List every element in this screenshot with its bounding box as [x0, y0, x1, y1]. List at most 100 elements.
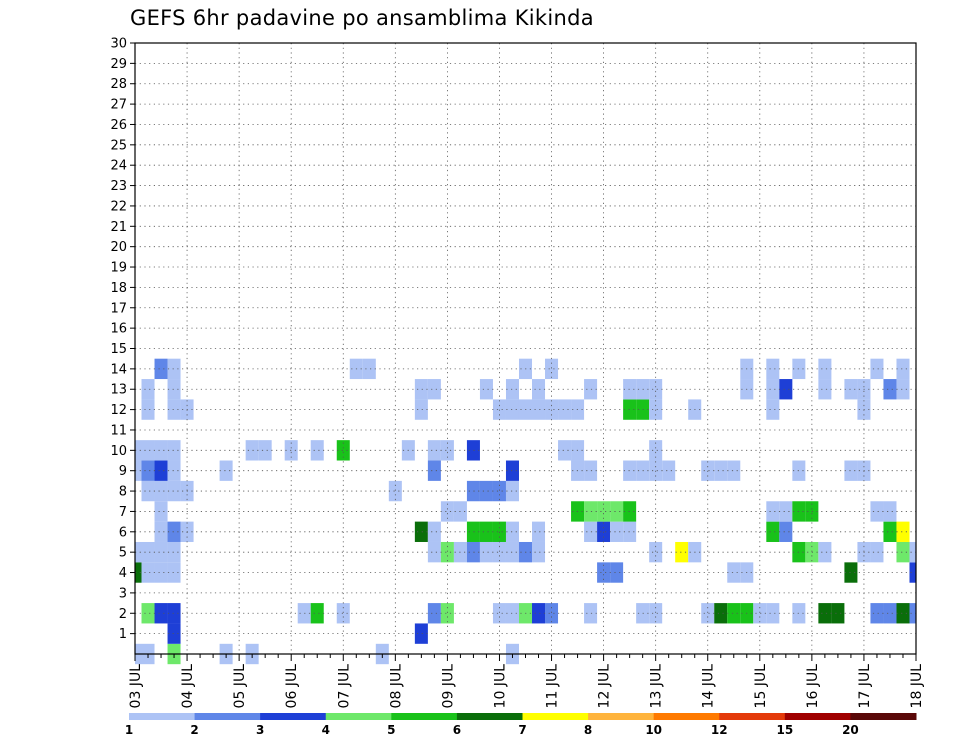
- x-tick-label: 11 JUL: [545, 664, 561, 709]
- heatmap-cell: [779, 501, 793, 522]
- y-tick-label: 21: [110, 220, 127, 235]
- y-tick-label: 23: [110, 179, 127, 194]
- heatmap-cell: [727, 460, 741, 481]
- heatmap-cell: [154, 521, 168, 542]
- x-tick-label: 05 JUL: [232, 664, 248, 709]
- heatmap-cell: [818, 379, 832, 400]
- heatmap-cell: [505, 603, 519, 624]
- heatmap-cell: [310, 603, 324, 624]
- colorbar-swatch: [260, 713, 327, 720]
- y-tick-label: 18: [110, 281, 127, 296]
- heatmap-cell: [492, 541, 506, 563]
- heatmap-cell: [141, 480, 155, 502]
- heatmap-cell: [440, 501, 454, 522]
- heatmap-cell: [479, 379, 493, 400]
- heatmap-cell: [883, 603, 897, 624]
- y-tick-label: 19: [110, 261, 127, 276]
- x-tick-label: 16 JUL: [805, 664, 821, 709]
- heatmap-cell: [766, 521, 780, 542]
- heatmap-cell: [831, 603, 845, 624]
- colorbar-swatch: [653, 713, 720, 720]
- heatmap-cell: [558, 440, 572, 461]
- heatmap-cell: [844, 562, 858, 583]
- x-tick-label: 04 JUL: [180, 664, 196, 709]
- heatmap-cell: [779, 521, 793, 542]
- heatmap-cell: [766, 603, 780, 624]
- y-tick-label: 14: [110, 362, 127, 377]
- heatmap-cell: [427, 521, 441, 542]
- heatmap-cell: [649, 399, 663, 420]
- y-tick-label: 24: [110, 159, 127, 174]
- heatmap-cell: [727, 603, 741, 624]
- y-tick-label: 12: [110, 403, 127, 418]
- heatmap-cell: [662, 460, 676, 481]
- heatmap-cell: [505, 399, 519, 420]
- colorbar: 1 2 3 4 5 6 7 8 10 12 15 20: [125, 713, 917, 737]
- colorbar-swatch: [850, 713, 917, 720]
- colorbar-label: 1: [125, 723, 133, 737]
- heatmap-cell: [883, 501, 897, 522]
- y-tick-label: 6: [119, 525, 127, 540]
- heatmap-cell: [141, 440, 155, 461]
- heatmap-cell: [479, 541, 493, 563]
- colorbar-swatch: [194, 713, 261, 720]
- y-tick-label: 8: [119, 485, 127, 500]
- x-tick-label: 06 JUL: [284, 664, 300, 709]
- heatmap-cell: [649, 440, 663, 461]
- heatmap-cell: [727, 562, 741, 583]
- heatmap-cell: [505, 460, 519, 481]
- y-tick-label: 1: [119, 627, 127, 642]
- heatmap-cell: [414, 379, 428, 400]
- colorbar-label: 2: [190, 723, 198, 737]
- heatmap-cell: [154, 501, 168, 522]
- colorbar-label: 20: [842, 723, 859, 737]
- heatmap-cell: [844, 379, 858, 400]
- colorbar-swatch: [456, 713, 523, 720]
- heatmap-cell: [167, 603, 181, 624]
- heatmap-cell: [440, 541, 454, 563]
- heatmap-cell: [167, 521, 181, 542]
- heatmap-cell: [427, 440, 441, 461]
- heatmap-cell: [258, 440, 272, 461]
- y-axis: 1234567891011121314151617181920212223242…: [110, 37, 135, 642]
- heatmap-cell: [870, 541, 884, 563]
- colorbar-label: 4: [322, 723, 330, 737]
- colorbar-label: 15: [776, 723, 793, 737]
- heatmap-cell: [154, 541, 168, 563]
- heatmap-cell: [909, 603, 916, 624]
- heatmap-cell: [492, 480, 506, 502]
- heatmap-cell: [870, 358, 884, 380]
- colorbar-label: 10: [645, 723, 662, 737]
- y-tick-label: 13: [110, 383, 127, 398]
- colorbar-label: 6: [453, 723, 461, 737]
- x-tick-label: 09 JUL: [440, 664, 456, 709]
- y-tick-label: 27: [110, 98, 127, 113]
- heatmap-cell: [154, 603, 168, 624]
- heatmap-cell: [167, 399, 181, 420]
- heatmap-cell: [167, 562, 181, 583]
- heatmap-cell: [597, 562, 611, 583]
- x-axis: 03 JUL 04 JUL 05 JUL 06 JUL 07 JUL 08 JUL 09 J…: [128, 654, 925, 708]
- heatmap-cell: [135, 541, 142, 563]
- x-tick-label: 14 JUL: [701, 664, 717, 709]
- heatmap-cell: [167, 379, 181, 400]
- heatmap-cell: [766, 379, 780, 400]
- heatmap-cell: [532, 399, 546, 420]
- heatmap-cell: [427, 460, 441, 481]
- heatmap-cell: [135, 440, 142, 461]
- heatmap-cell: [440, 603, 454, 624]
- heatmap-cell: [167, 480, 181, 502]
- heatmap-cell: [584, 460, 598, 481]
- heatmap-cell: [167, 358, 181, 380]
- heatmap-cell: [610, 521, 624, 542]
- heatmap-cell: [584, 379, 598, 400]
- heatmap-cell: [779, 379, 793, 400]
- heatmap-cell: [896, 379, 910, 400]
- x-tick-label: 18 JUL: [909, 664, 925, 709]
- grid-lines: [135, 43, 916, 654]
- heatmap-cell: [909, 562, 916, 583]
- y-tick-label: 9: [119, 464, 127, 479]
- y-tick-label: 11: [110, 423, 127, 438]
- heatmap-cell: [154, 358, 168, 380]
- heatmap-cell: [245, 440, 259, 461]
